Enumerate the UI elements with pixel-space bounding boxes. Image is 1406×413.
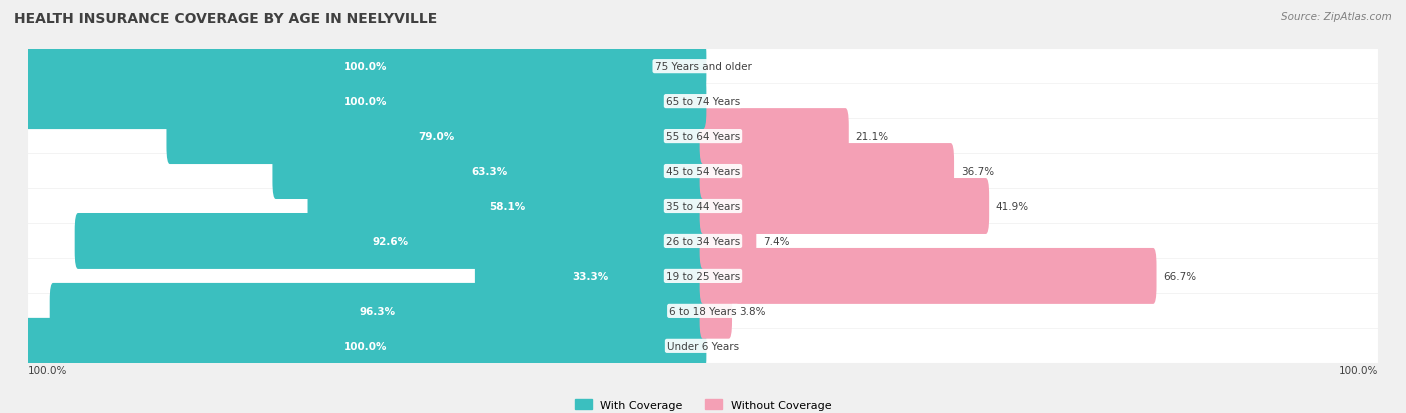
Text: Source: ZipAtlas.com: Source: ZipAtlas.com (1281, 12, 1392, 22)
Text: 100.0%: 100.0% (344, 97, 387, 107)
Text: 75 Years and older: 75 Years and older (655, 62, 751, 72)
FancyBboxPatch shape (700, 144, 955, 199)
Text: 26 to 34 Years: 26 to 34 Years (666, 236, 740, 247)
Text: 35 to 44 Years: 35 to 44 Years (666, 202, 740, 211)
FancyBboxPatch shape (166, 109, 706, 165)
FancyBboxPatch shape (28, 85, 1378, 119)
FancyBboxPatch shape (273, 144, 706, 199)
Text: HEALTH INSURANCE COVERAGE BY AGE IN NEELYVILLE: HEALTH INSURANCE COVERAGE BY AGE IN NEEL… (14, 12, 437, 26)
Text: 19 to 25 Years: 19 to 25 Years (666, 271, 740, 281)
Text: 65 to 74 Years: 65 to 74 Years (666, 97, 740, 107)
Text: 96.3%: 96.3% (360, 306, 396, 316)
Text: 3.8%: 3.8% (738, 306, 765, 316)
Text: 6 to 18 Years: 6 to 18 Years (669, 306, 737, 316)
Text: 55 to 64 Years: 55 to 64 Years (666, 132, 740, 142)
Legend: With Coverage, Without Coverage: With Coverage, Without Coverage (571, 395, 835, 413)
Text: 36.7%: 36.7% (960, 166, 994, 177)
FancyBboxPatch shape (700, 214, 756, 269)
FancyBboxPatch shape (28, 120, 1378, 154)
Text: 66.7%: 66.7% (1163, 271, 1197, 281)
Text: 100.0%: 100.0% (344, 62, 387, 72)
FancyBboxPatch shape (28, 154, 1378, 189)
Text: 92.6%: 92.6% (373, 236, 409, 247)
FancyBboxPatch shape (700, 248, 1157, 304)
Text: Under 6 Years: Under 6 Years (666, 341, 740, 351)
Text: 7.4%: 7.4% (763, 236, 790, 247)
Text: 58.1%: 58.1% (489, 202, 524, 211)
FancyBboxPatch shape (25, 318, 706, 374)
FancyBboxPatch shape (700, 178, 990, 235)
FancyBboxPatch shape (700, 109, 849, 165)
FancyBboxPatch shape (475, 248, 706, 304)
Text: 21.1%: 21.1% (855, 132, 889, 142)
FancyBboxPatch shape (28, 50, 1378, 84)
Text: 79.0%: 79.0% (419, 132, 454, 142)
FancyBboxPatch shape (28, 329, 1378, 363)
FancyBboxPatch shape (28, 294, 1378, 328)
Text: 41.9%: 41.9% (995, 202, 1029, 211)
Text: 100.0%: 100.0% (344, 341, 387, 351)
Text: 63.3%: 63.3% (471, 166, 508, 177)
FancyBboxPatch shape (700, 283, 733, 339)
Text: 100.0%: 100.0% (1339, 365, 1378, 375)
FancyBboxPatch shape (308, 178, 706, 235)
FancyBboxPatch shape (28, 259, 1378, 293)
FancyBboxPatch shape (75, 214, 706, 269)
FancyBboxPatch shape (28, 190, 1378, 223)
FancyBboxPatch shape (25, 74, 706, 130)
FancyBboxPatch shape (49, 283, 706, 339)
FancyBboxPatch shape (25, 39, 706, 95)
Text: 100.0%: 100.0% (28, 365, 67, 375)
Text: 33.3%: 33.3% (572, 271, 609, 281)
Text: 45 to 54 Years: 45 to 54 Years (666, 166, 740, 177)
FancyBboxPatch shape (28, 224, 1378, 259)
